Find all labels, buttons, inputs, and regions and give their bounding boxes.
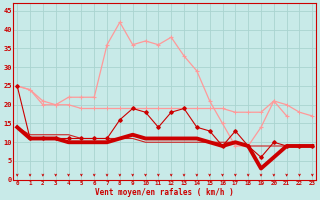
X-axis label: Vent moyen/en rafales ( km/h ): Vent moyen/en rafales ( km/h ) bbox=[95, 188, 234, 197]
